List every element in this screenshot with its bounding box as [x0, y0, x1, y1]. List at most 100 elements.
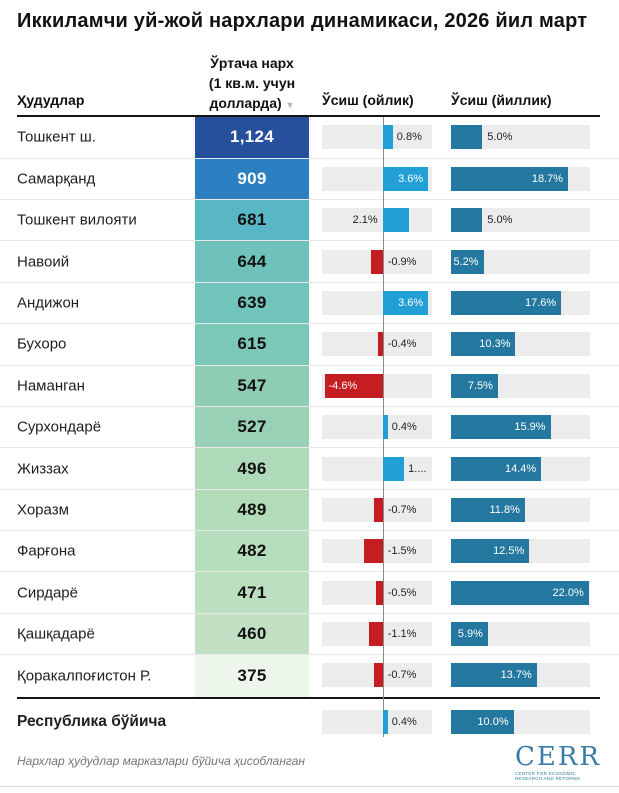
region-label: Навоий [17, 253, 70, 271]
yearly-bar: 18.7% [451, 166, 569, 191]
price-cell: 644 [195, 241, 309, 282]
price-value: 615 [237, 334, 267, 354]
monthly-bar: 3.6% [382, 166, 429, 191]
table-rows: Тошкент ш. 1,124 0.8% 5.0% Самарқанд 909 3.6% 1… [0, 117, 619, 697]
monthly-bar-track: -0.4% [322, 332, 432, 357]
table-row: Сурхондарё 527 0.4% 15.9% [0, 406, 619, 449]
yearly-value-label: 18.7% [531, 172, 564, 185]
yearly-bar-track: 22.0% [451, 580, 590, 605]
price-cell: 489 [195, 489, 309, 531]
region-label: Фарғона [17, 542, 76, 560]
yearly-bar-track: 17.6% [451, 290, 590, 315]
table-row: Навоий 644 -0.9% 5.2% [0, 241, 619, 283]
yearly-bar-track: 18.7% [451, 166, 590, 191]
monthly-bar: 3.6% [382, 290, 429, 315]
column-header-price: Ўртача нарх (1 кв.м. учун долларда) ▼ [195, 53, 309, 115]
price-cell: 527 [195, 406, 309, 448]
table-row: Қашқадарё 460 -1.1% 5.9% [0, 613, 619, 656]
yearly-bar: 11.8% [451, 497, 525, 522]
yearly-bar-track: 12.5% [451, 539, 590, 564]
yearly-bar-track: 10.0% [451, 709, 590, 734]
region-label: Хоразм [17, 501, 69, 519]
monthly-bar [382, 208, 410, 233]
yearly-bar-track: 5.0% [451, 208, 590, 233]
price-value: 471 [237, 582, 267, 602]
yearly-bar: 7.5% [451, 373, 498, 398]
yearly-value-label: 13.7% [500, 669, 532, 682]
sort-descending-icon[interactable]: ▼ [285, 100, 295, 110]
yearly-value-label: 14.4% [504, 462, 537, 475]
price-cell: 1,124 [195, 117, 309, 158]
monthly-bar [377, 332, 383, 357]
yearly-value-label: 15.9% [514, 421, 546, 434]
yearly-bar-track: 11.8% [451, 497, 590, 522]
monthly-bar-track: -1.1% [322, 622, 432, 647]
column-header-region: Ҳудудлар [17, 92, 85, 108]
monthly-bar [373, 497, 383, 522]
price-header-line2: (1 кв.м. учун [208, 75, 296, 91]
yearly-value-label: 5.0% [487, 131, 513, 144]
table-row: Тошкент вилояти 681 2.1% 5.0% [0, 199, 619, 242]
price-value: 547 [237, 375, 267, 395]
cerr-logo-text: CERR [514, 742, 601, 772]
price-cell: 639 [195, 282, 309, 324]
yearly-bar: 22.0% [451, 580, 589, 605]
yearly-value-label: 12.5% [493, 545, 525, 558]
yearly-value-label: 10.0% [477, 715, 509, 728]
summary-row: Республика бўйича 0.4% 10.0% [0, 699, 619, 745]
monthly-bar [363, 539, 383, 564]
table-row: Наманган 547 -4.6% 7.5% [0, 365, 619, 407]
yearly-bar: 14.4% [451, 456, 542, 481]
monthly-value-label: 0.8% [396, 131, 422, 144]
monthly-value-label: 3.6% [398, 172, 424, 185]
region-label: Сурхондарё [17, 418, 102, 436]
table-row: Қоракалпоғистон Р. 375 -0.7% 13.7% [0, 655, 619, 697]
region-label: Қоракалпоғистон Р. [17, 667, 152, 685]
monthly-bar-track: -0.5% [322, 580, 432, 605]
cerr-logo-tagline-2: Research and Reforms [514, 776, 581, 781]
table-row: Фарғона 482 -1.5% 12.5% [0, 531, 619, 573]
price-value: 527 [237, 417, 267, 437]
price-cell: 615 [195, 324, 309, 365]
yearly-bar-track: 5.0% [451, 125, 590, 150]
table-row: Тошкент ш. 1,124 0.8% 5.0% [0, 117, 619, 159]
yearly-bar: 17.6% [451, 290, 562, 315]
yearly-bar-track: 10.3% [451, 332, 590, 357]
monthly-value-label: -0.7% [387, 503, 417, 516]
monthly-bar-track: 0.4% [322, 709, 432, 734]
price-value: 909 [237, 168, 267, 188]
monthly-bar [382, 415, 388, 440]
yearly-value-label: 17.6% [524, 296, 557, 309]
yearly-value-label: 10.3% [479, 338, 511, 351]
monthly-bar-track: 2.1% [322, 208, 432, 233]
monthly-bar-track: 0.4% [322, 415, 432, 440]
monthly-bar-track: -1.5% [322, 539, 432, 564]
yearly-bar-track: 14.4% [451, 456, 590, 481]
summary-divider-line [17, 696, 600, 700]
monthly-value-label: -0.9% [387, 255, 417, 268]
monthly-value-label: 2.1% [352, 214, 378, 227]
price-value: 482 [237, 541, 267, 561]
region-label: Жиззах [17, 460, 69, 477]
region-label: Андижон [17, 294, 80, 312]
monthly-bar [371, 249, 383, 274]
price-header-line1: Ўртача нарх [210, 55, 294, 71]
monthly-bar-track: 0.8% [322, 125, 432, 150]
summary-region-label: Республика бўйича [17, 713, 167, 731]
monthly-value-label: -0.7% [387, 669, 417, 682]
price-value: 496 [237, 458, 267, 478]
region-label: Наманган [17, 377, 85, 395]
price-cell: 460 [195, 613, 309, 655]
price-header-line3: долларда) ▼ [209, 95, 295, 111]
yearly-bar: 10.0% [451, 709, 514, 734]
table-row: Бухоро 615 -0.4% 10.3% [0, 324, 619, 366]
price-cell: 547 [195, 365, 309, 406]
yearly-bar [451, 208, 483, 233]
monthly-bar-track: 3.6% [322, 290, 432, 315]
price-value: 1,124 [229, 127, 275, 147]
yearly-bar: 5.2% [451, 249, 484, 274]
monthly-bar [368, 622, 383, 647]
table-row: Сирдарё 471 -0.5% 22.0% [0, 572, 619, 614]
monthly-bar: -4.6% [324, 373, 383, 398]
cerr-logo-tagline-1: Center for Economic [514, 771, 576, 776]
